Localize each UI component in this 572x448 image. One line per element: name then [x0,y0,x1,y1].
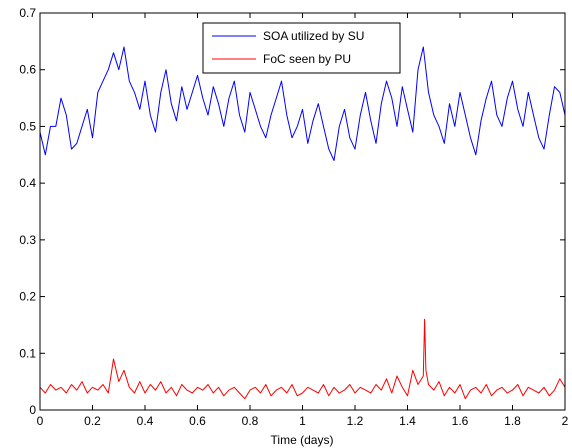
x-tick-label: 1 [299,414,306,428]
y-tick-label: 0 [29,403,36,417]
axes-layer: 0 0.2 0.4 0.6 0.8 1 1.2 1.4 1.6 1.8 2 0 0.1 0.2 0.3 0.4… [19,6,568,428]
series-line-foc [39,318,566,400]
legend-label-soa: SOA utilized by SU [263,29,364,43]
legend-label-foc: FoC seen by PU [263,52,351,66]
x-tick-label: 0.6 [189,414,206,428]
y-tick-label: 0.5 [19,119,36,133]
legend: SOA utilized by SU FoC seen by PU [202,22,401,74]
legend-box [202,22,401,74]
x-tick-label: 1.8 [504,414,521,428]
y-tick-label: 0.4 [19,176,36,190]
x-tick-label: 0 [37,414,44,428]
x-tick-label: 0.4 [137,414,154,428]
plot-frame [39,12,566,411]
y-tick-label: 0.7 [19,6,36,20]
x-tick-label: 0.2 [84,414,101,428]
y-tick-label: 0.3 [19,233,36,247]
plot-area [40,13,565,410]
x-tick-label: 1.2 [347,414,364,428]
series-line-soa [39,46,566,161]
y-tick-label: 0.2 [19,290,36,304]
x-tick-label: 1.6 [452,414,469,428]
y-tick-label: 0.1 [19,346,36,360]
x-axis-label: Time (days) [271,433,334,447]
y-tick-label: 0.6 [19,63,36,77]
x-tick-label: 2 [562,414,569,428]
x-tick-label: 1.4 [399,414,416,428]
x-tick-label: 0.8 [242,414,259,428]
series-layer [39,46,566,400]
